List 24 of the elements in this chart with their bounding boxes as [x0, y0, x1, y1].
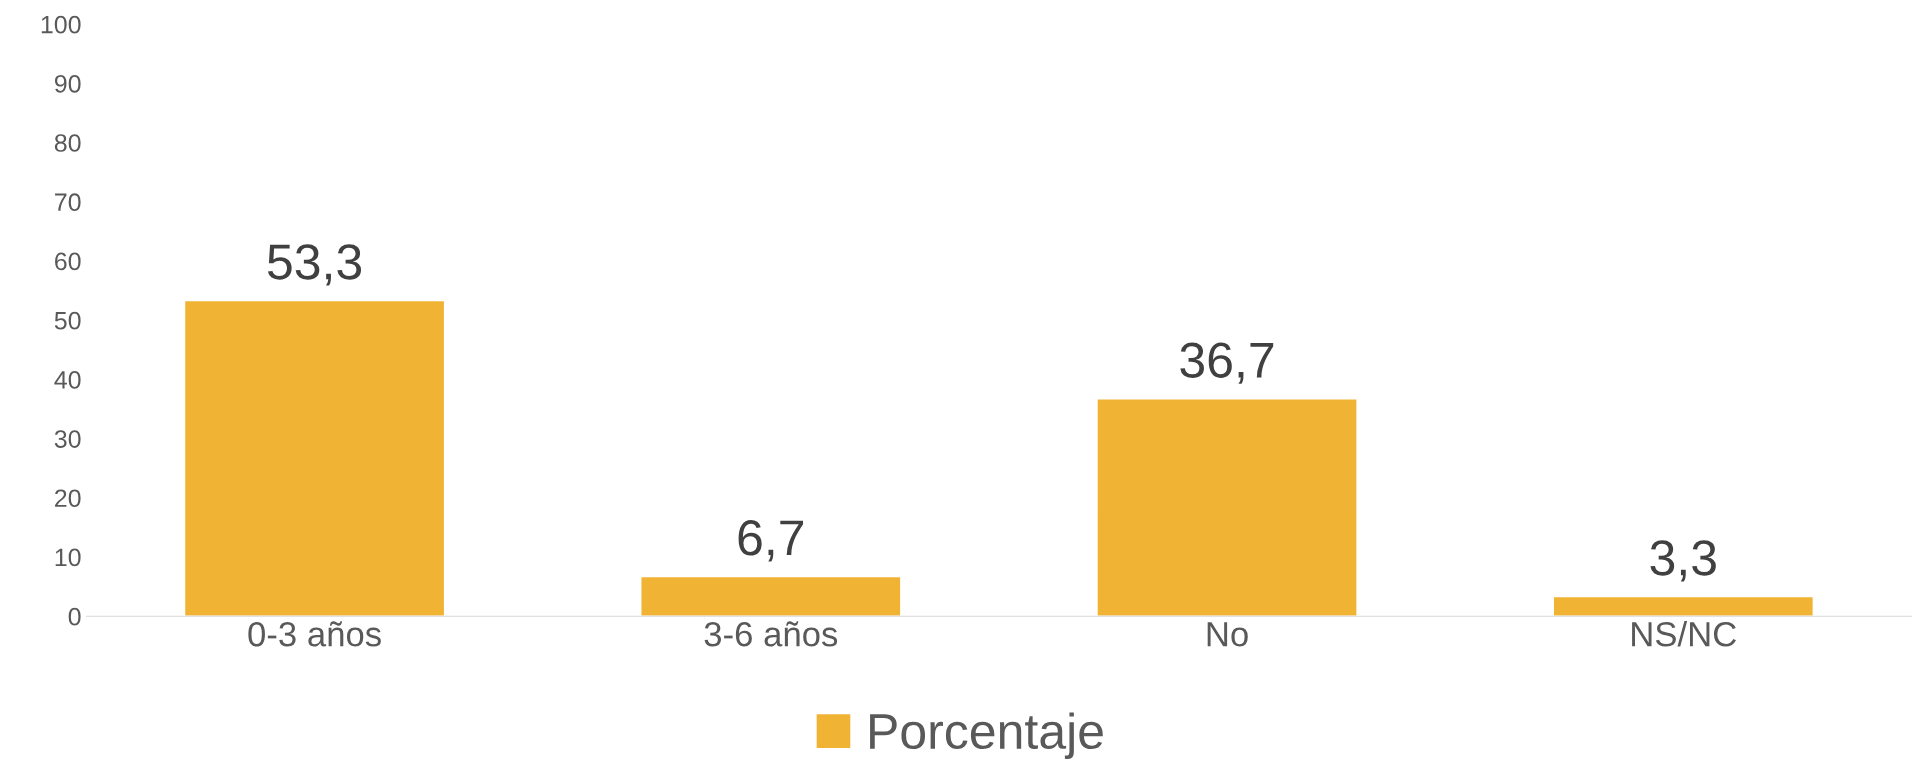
y-tick-label: 0: [68, 607, 81, 626]
bar: [1096, 398, 1358, 617]
y-tick-label: 60: [55, 252, 81, 271]
y-tick-label: 70: [55, 193, 81, 212]
data-label: 36,7: [1180, 342, 1274, 384]
bar: [640, 575, 902, 617]
y-tick-label: 80: [54, 134, 81, 152]
data-label: 53,3: [267, 244, 362, 286]
y-tick-label: 10: [55, 548, 81, 567]
data-label: 6,7: [738, 520, 804, 562]
y-tick-label: 20: [55, 489, 81, 508]
bar: [1552, 595, 1814, 617]
y-tick-label: 40: [54, 370, 81, 389]
y-tick-label: 30: [54, 430, 81, 448]
legend-label: Porcentaje: [870, 712, 1103, 759]
x-tick-label: No: [1207, 622, 1248, 647]
data-label: 3,3: [1650, 540, 1716, 582]
x-tick-label: 3-6 años: [704, 621, 838, 647]
y-tick-label: 100: [41, 15, 81, 34]
x-tick-label: 0-3 años: [248, 621, 381, 647]
x-tick-label: NS/NC: [1632, 621, 1736, 647]
bar: [183, 299, 446, 617]
y-tick-label: 50: [54, 311, 81, 330]
y-tick-label: 90: [54, 74, 81, 93]
